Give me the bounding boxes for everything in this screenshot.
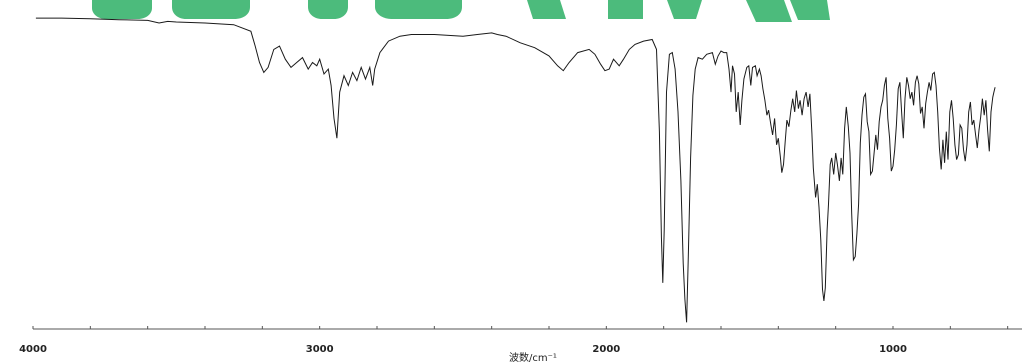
watermark-shape — [92, 0, 152, 19]
x-tick-label: 4000 — [19, 344, 47, 355]
watermark-shape — [790, 0, 830, 20]
x-axis-title: 波数/cm⁻¹ — [509, 351, 557, 363]
watermark-shape — [667, 0, 702, 19]
x-tick-label: 2000 — [592, 344, 620, 355]
watermark-shape — [527, 0, 566, 19]
x-tick-label: 3000 — [306, 344, 334, 355]
x-tick-labels: 4000 3000 2000 1000 — [19, 344, 907, 355]
watermark-shape — [308, 0, 348, 19]
spectrum-series-line — [35, 17, 996, 323]
x-tick-label: 1000 — [879, 344, 907, 355]
watermark-shape — [375, 0, 462, 19]
watermark-shape — [746, 0, 792, 22]
watermark-logo — [92, 0, 830, 22]
x-axis-ticks — [32, 326, 1009, 329]
watermark-shape — [172, 0, 250, 19]
watermark-shape — [608, 0, 643, 19]
